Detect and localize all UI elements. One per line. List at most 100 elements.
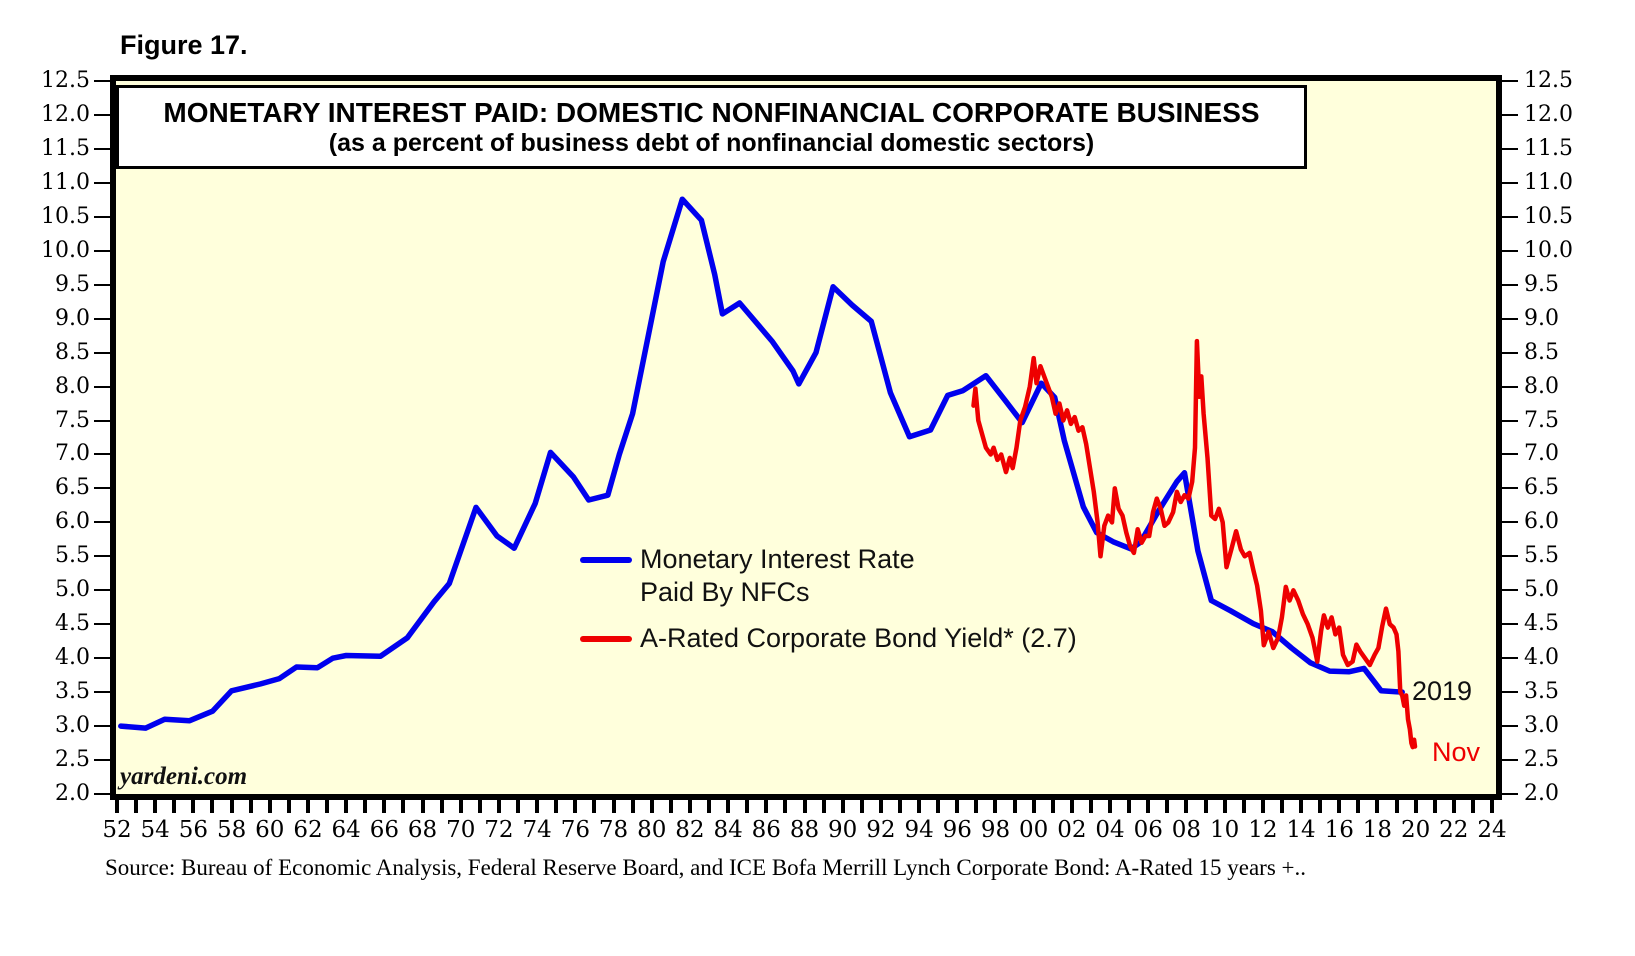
chart-subtitle: (as a percent of business debt of nonfin… (328, 129, 1095, 157)
legend-red-label: A-Rated Corporate Bond Yield* (2.7) (640, 623, 1077, 653)
y-axis-tick-right (1502, 215, 1518, 218)
y-axis-label-right: 12.0 (1524, 101, 1573, 127)
y-axis-tick-right (1502, 521, 1518, 524)
y-axis-tick-left (94, 453, 110, 456)
x-axis-tick (516, 800, 521, 813)
legend-red-line-sample (580, 636, 632, 642)
y-axis-label-left: 4.5 (55, 611, 90, 637)
x-axis-tick (210, 800, 215, 813)
legend-blue-label-line1: Monetary Interest Rate (640, 544, 915, 574)
x-axis-tick (1356, 800, 1361, 813)
y-axis-tick-left (94, 419, 110, 422)
y-axis-tick-right (1502, 317, 1518, 320)
legend: Monetary Interest Rate Paid By NFCs A-Ra… (576, 543, 1136, 668)
x-axis-tick (802, 800, 807, 813)
y-axis-label-right: 5.5 (1524, 543, 1559, 569)
y-axis-label-left: 11.5 (41, 135, 90, 161)
x-axis-tick (172, 800, 177, 813)
x-axis-label: 66 (369, 817, 399, 843)
x-axis-tick (1375, 800, 1380, 813)
y-axis-label-right: 5.0 (1524, 577, 1559, 603)
y-axis-tick-left (94, 385, 110, 388)
y-axis-tick-right (1502, 453, 1518, 456)
y-axis-tick-left (94, 657, 110, 660)
x-axis-tick (401, 800, 406, 813)
y-axis-label-left: 9.5 (55, 271, 90, 297)
figure-label: Figure 17. (120, 30, 248, 60)
x-axis-label: 06 (1133, 817, 1163, 843)
y-axis-label-left: 10.5 (41, 203, 90, 229)
x-axis-label: 16 (1324, 817, 1354, 843)
x-axis-label: 60 (255, 817, 285, 843)
y-axis-tick-right (1502, 283, 1518, 286)
x-axis-tick (993, 800, 998, 813)
x-axis-tick (630, 800, 635, 813)
x-axis-tick (1203, 800, 1208, 813)
x-axis-label: 62 (293, 817, 323, 843)
y-axis-tick-right (1502, 419, 1518, 422)
x-axis-tick (229, 800, 234, 813)
x-axis-label: 56 (178, 817, 209, 843)
x-axis-tick (535, 800, 540, 813)
y-axis-tick-left (94, 725, 110, 728)
y-axis-label-right: 8.0 (1524, 373, 1559, 399)
x-axis-label: 22 (1439, 817, 1469, 843)
x-axis-tick (592, 800, 597, 813)
y-axis-tick-right (1502, 385, 1518, 388)
y-axis-tick-left (94, 759, 110, 762)
x-axis-tick (783, 800, 788, 813)
y-axis-label-left: 3.5 (55, 679, 90, 705)
annotation-blue-series-end: 2019 (1412, 676, 1473, 706)
x-axis-tick (974, 800, 979, 813)
x-axis-tick (821, 800, 826, 813)
x-axis-label: 76 (560, 817, 590, 843)
plot-svg (118, 196, 1418, 750)
chart-title: MONETARY INTEREST PAID: DOMESTIC NONFINA… (163, 97, 1260, 128)
x-axis-label: 10 (1209, 817, 1240, 843)
y-axis-label-left: 8.5 (55, 339, 90, 365)
x-axis-label: 68 (407, 817, 438, 843)
x-axis-tick (1490, 800, 1494, 813)
x-axis-label: 64 (331, 817, 361, 843)
x-axis-label: 18 (1362, 817, 1393, 843)
y-axis-label-left: 4.0 (55, 645, 90, 671)
x-axis-tick (115, 800, 119, 813)
x-axis-label: 04 (1095, 817, 1125, 843)
x-axis-tick (305, 800, 310, 813)
x-axis-label: 00 (1019, 817, 1049, 843)
x-axis-tick (1050, 800, 1055, 813)
y-axis-tick-right (1502, 589, 1518, 592)
y-axis-label-left: 2.5 (55, 747, 90, 773)
x-axis-tick (1337, 800, 1342, 813)
y-axis-tick-right (1502, 657, 1518, 660)
x-axis-tick (363, 800, 368, 813)
x-axis-tick (1127, 800, 1132, 813)
y-axis-tick-left (94, 793, 110, 795)
y-axis-tick-left (94, 147, 110, 150)
y-axis-tick-right (1502, 249, 1518, 252)
y-axis-label-right: 4.0 (1524, 645, 1559, 671)
y-axis-label-right: 4.5 (1524, 611, 1559, 637)
legend-blue-label: Monetary Interest Rate Paid By NFCs (640, 543, 915, 609)
x-axis-tick (1394, 800, 1399, 813)
y-axis-label-right: 10.5 (1524, 203, 1573, 229)
x-axis-tick (840, 800, 845, 813)
plot-area: MONETARY INTEREST PAID: DOMESTIC NONFINA… (110, 75, 1502, 800)
x-axis-tick (191, 800, 196, 813)
y-axis-label-left: 2.0 (55, 781, 90, 806)
x-axis-label: 52 (102, 817, 132, 843)
x-axis-tick (668, 800, 673, 813)
y-axis-label-right: 9.5 (1524, 271, 1559, 297)
x-axis-tick (764, 800, 769, 813)
x-axis-tick (153, 800, 158, 813)
x-axis-label: 86 (751, 817, 781, 843)
y-axis-label-right: 11.0 (1524, 169, 1573, 195)
y-axis-tick-right (1502, 487, 1518, 490)
x-axis-tick (1069, 800, 1074, 813)
annotation-red-series-end: Nov (1432, 737, 1481, 767)
x-axis-tick (344, 800, 349, 813)
legend-blue-line-sample (580, 557, 632, 563)
y-axis-tick-right (1502, 80, 1518, 82)
y-axis-tick-left (94, 351, 110, 354)
